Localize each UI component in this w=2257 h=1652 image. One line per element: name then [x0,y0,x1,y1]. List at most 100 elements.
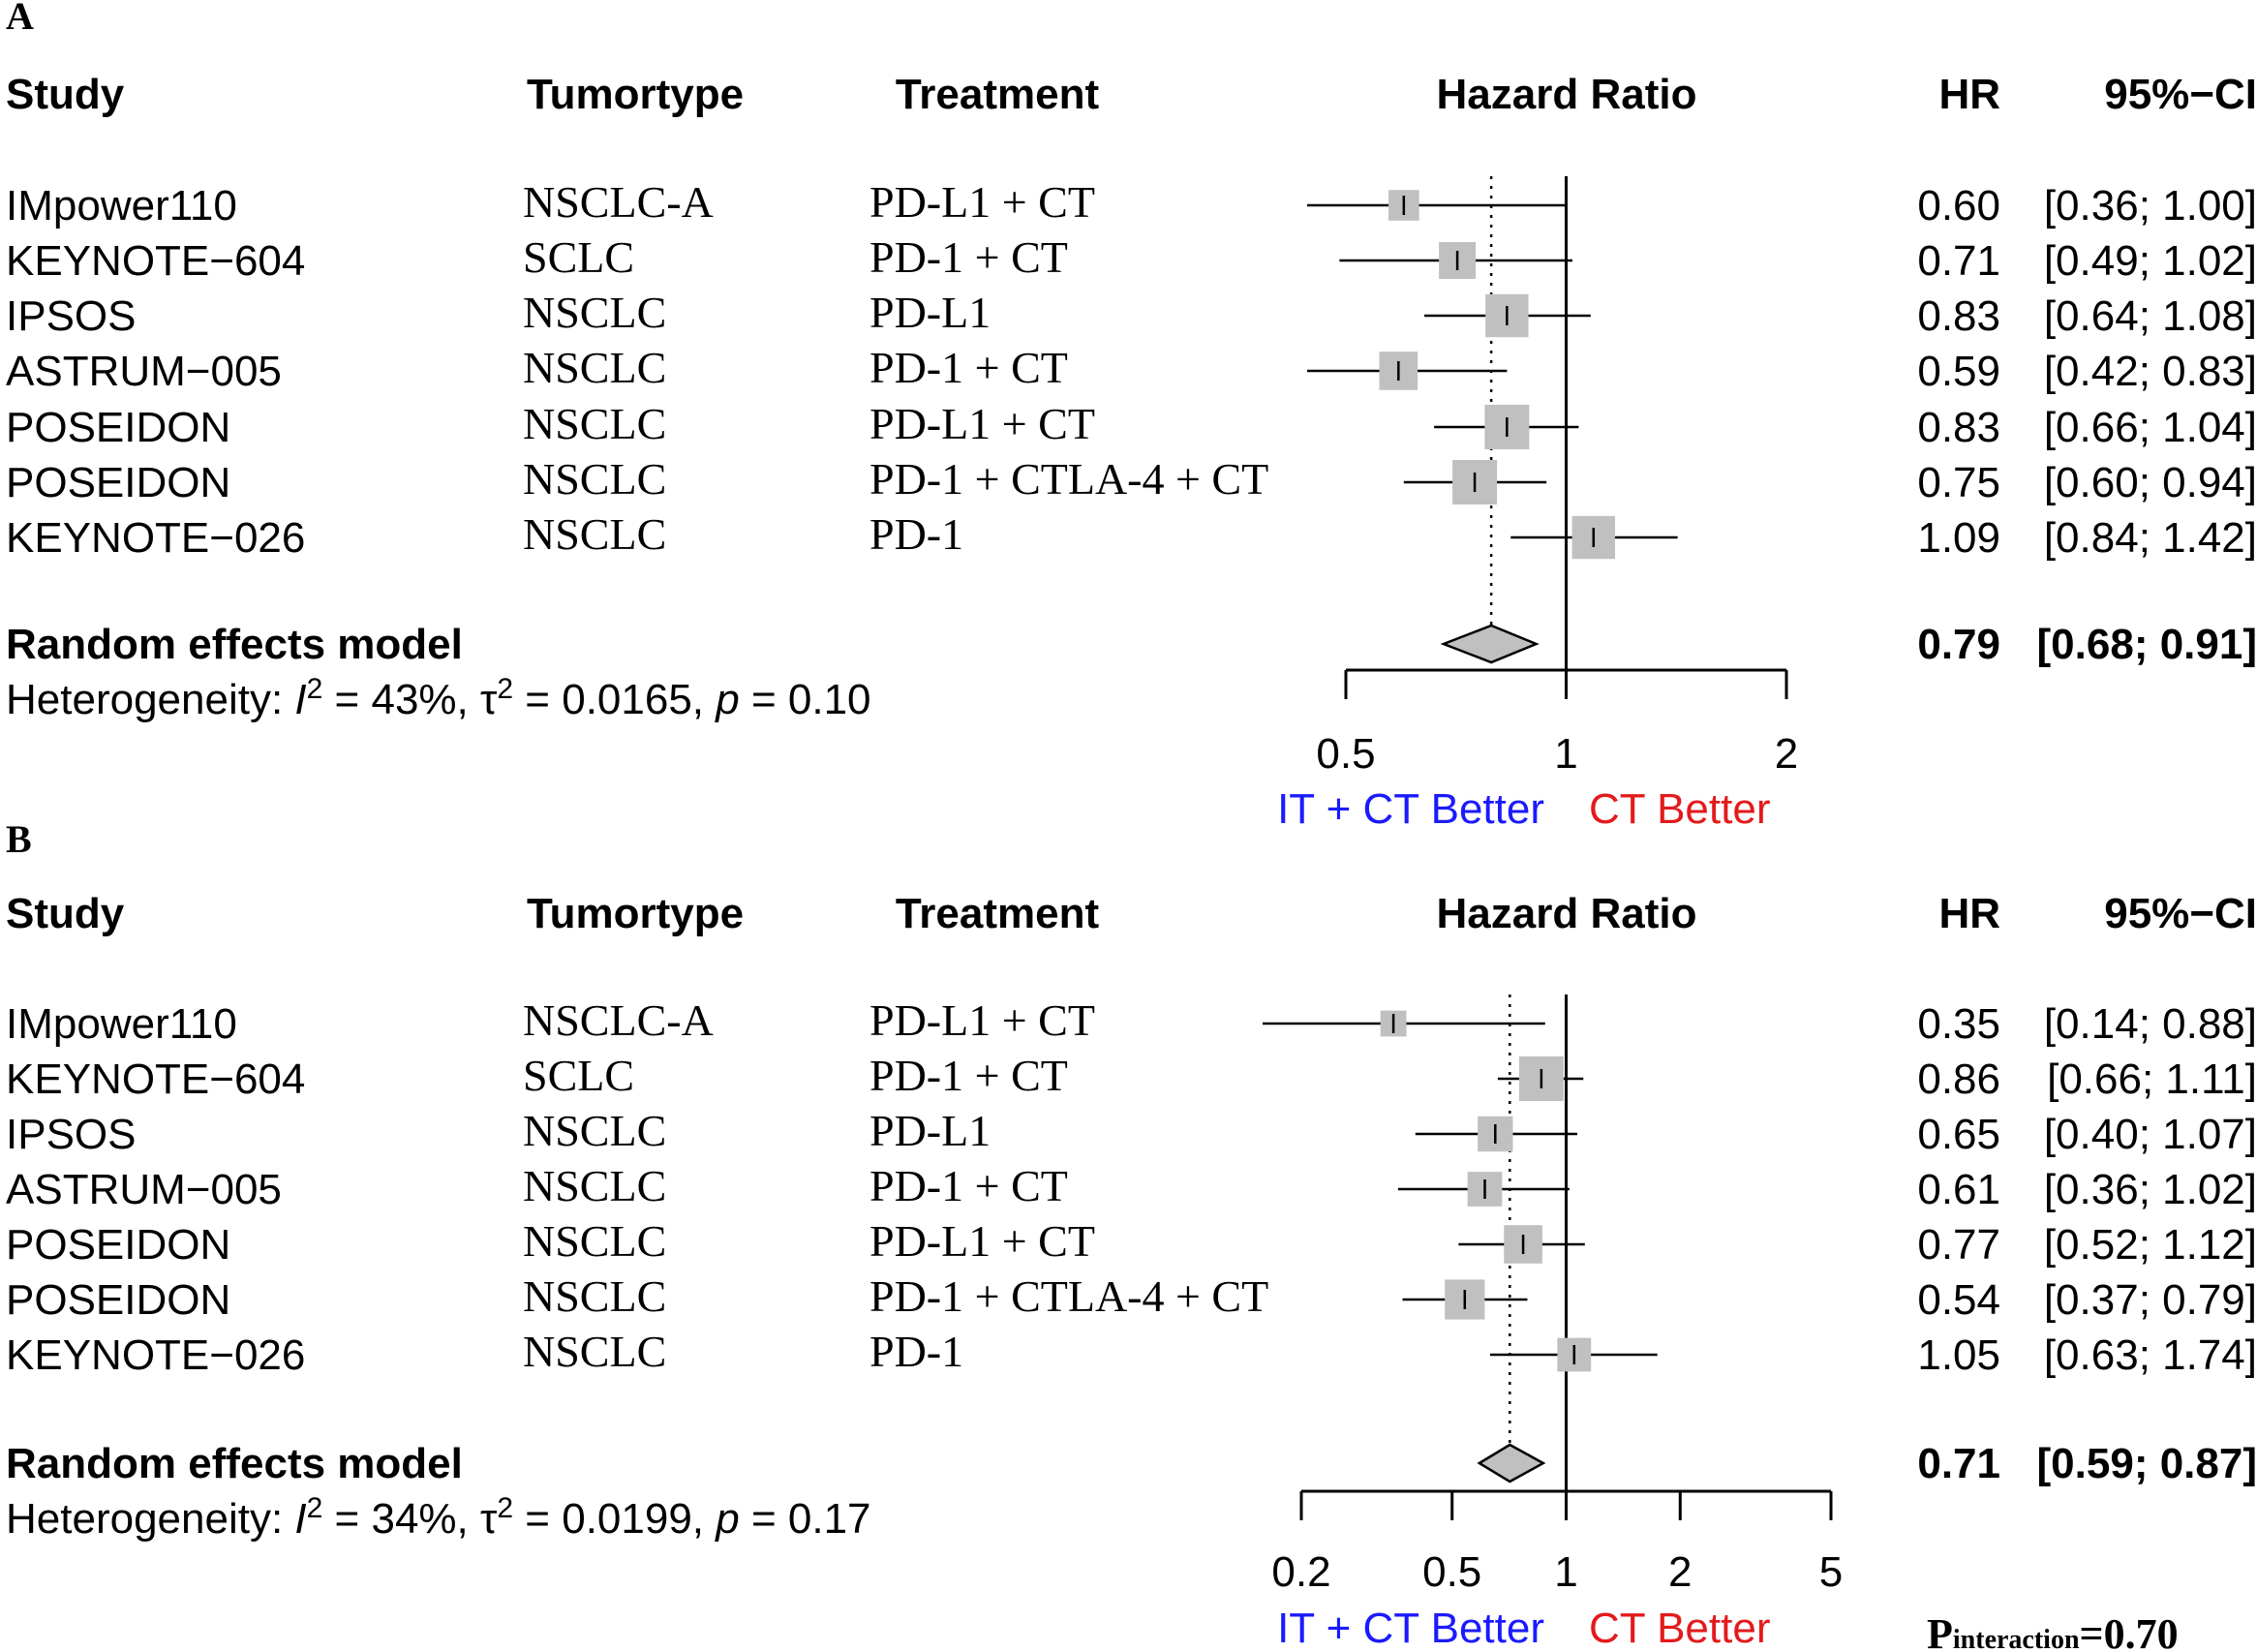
tumortype-cell: NSCLC-A [523,177,714,227]
column-header-hr: HR [1938,890,2000,937]
study-name: KEYNOTE−604 [6,1055,305,1103]
hr-value: 1.09 [1917,514,2000,562]
study-name: POSEIDON [6,404,230,451]
random-effects-label: Random effects model [6,621,463,668]
column-header-study: Study [6,71,125,118]
p-symbol: p [714,1495,739,1543]
treatment-cell: PD-L1 + CT [869,399,1095,448]
direction-label-it-ct-better: IT + CT Better [1277,1605,1544,1652]
study-name: IMpower110 [6,182,237,229]
x-tick-label: 5 [1819,1548,1843,1596]
i2-symbol: I [294,1495,306,1543]
tumortype-cell: NSCLC [523,288,666,337]
pooled-ci-value: [0.68; 0.91] [2037,621,2257,668]
ci-value: [0.42; 0.83] [2044,348,2257,395]
i2-symbol: I [294,676,306,723]
ci-value: [0.36; 1.00] [2044,182,2257,229]
heterogeneity-prefix: Heterogeneity: [6,676,294,723]
column-header-ci: 95%−CI [2104,890,2257,937]
column-header-tumortype: Tumortype [527,71,744,118]
tumortype-cell: NSCLC-A [523,995,714,1045]
ci-value: [0.14; 0.88] [2044,1000,2257,1048]
tumortype-cell: NSCLC [523,1106,666,1155]
tau-value: = 0.0165, [513,676,716,723]
pooled-hr-value: 0.71 [1917,1440,2000,1487]
column-header-study: Study [6,890,125,937]
column-header-tumortype: Tumortype [527,890,744,937]
study-name: KEYNOTE−604 [6,237,305,285]
ci-value: [0.40; 1.07] [2044,1111,2257,1158]
hr-value: 0.35 [1917,1000,2000,1048]
study-name: POSEIDON [6,459,230,506]
hr-value: 0.75 [1917,459,2000,506]
direction-label-ct-better: CT Better [1589,785,1770,833]
i2-value: = 43%, [322,676,480,723]
study-name: ASTRUM−005 [6,348,282,395]
direction-label-ct-better: CT Better [1589,1605,1770,1652]
tumortype-cell: NSCLC [523,1216,666,1266]
p-interaction-symbol: P [1927,1610,1953,1652]
ci-value: [0.52; 1.12] [2044,1221,2257,1269]
treatment-cell: PD-L1 + CT [869,177,1095,227]
hr-value: 0.54 [1917,1276,2000,1324]
ci-value: [0.64; 1.08] [2044,292,2257,340]
p-interaction-text: Pinteraction=0.70 [1927,1610,2179,1652]
hr-value: 0.86 [1917,1055,2000,1103]
column-header-hr: HR [1938,71,2000,118]
panel-label: B [6,817,32,861]
study-name: POSEIDON [6,1276,230,1324]
hr-value: 0.59 [1917,348,2000,395]
ci-value: [0.49; 1.02] [2044,237,2257,285]
hr-value: 0.61 [1917,1166,2000,1213]
x-tick-label: 0.5 [1316,730,1375,778]
treatment-cell: PD-1 + CTLA-4 + CT [869,454,1268,504]
column-header-treatment: Treatment [896,890,1100,937]
treatment-cell: PD-1 + CT [869,343,1068,392]
x-tick-label: 2 [1668,1548,1692,1596]
column-header-hazard-ratio: Hazard Ratio [1437,71,1697,118]
pooled-diamond [1477,1443,1546,1484]
ci-value: [0.37; 0.79] [2044,1276,2257,1324]
treatment-cell: PD-1 + CT [869,232,1068,282]
study-name: POSEIDON [6,1221,230,1269]
study-name: KEYNOTE−026 [6,514,305,562]
pooled-ci-value: [0.59; 0.87] [2037,1440,2257,1487]
x-tick-label: 0.5 [1422,1548,1481,1596]
treatment-cell: PD-1 [869,509,963,559]
treatment-cell: PD-1 + CT [869,1161,1068,1210]
treatment-cell: PD-1 [869,1327,963,1376]
direction-label-it-ct-better: IT + CT Better [1277,785,1544,833]
random-effects-label: Random effects model [6,1440,463,1487]
hr-value: 0.83 [1917,292,2000,340]
panel-label: A [6,0,34,38]
i2-value: = 34%, [322,1495,480,1543]
study-name: IMpower110 [6,1000,237,1048]
study-name: KEYNOTE−026 [6,1331,305,1379]
pooled-hr-value: 0.79 [1917,621,2000,668]
p-value: = 0.17 [740,1495,871,1543]
forest-panel-b: B Study Tumortype Treatment Hazard Ratio HR 95… [6,817,2257,1652]
i2-superscript: 2 [307,673,323,705]
i2-superscript: 2 [307,1492,323,1524]
heterogeneity-text: Heterogeneity: I2 = 43%, τ2 = 0.0165, p … [6,673,871,723]
heterogeneity-prefix: Heterogeneity: [6,1495,294,1543]
tau-symbol: τ [480,676,498,723]
forest-panel-a: A Study Tumortype Treatment Hazard Ratio HR 95… [6,0,2257,833]
p-interaction-subscript: interaction [1953,1625,2080,1652]
column-header-treatment: Treatment [896,71,1100,118]
ci-value: [0.66; 1.04] [2044,404,2257,451]
tumortype-cell: NSCLC [523,343,666,392]
hr-value: 0.83 [1917,404,2000,451]
x-tick-label: 1 [1554,1548,1577,1596]
ci-value: [0.60; 0.94] [2044,459,2257,506]
treatment-cell: PD-1 + CT [869,1051,1068,1100]
study-name: ASTRUM−005 [6,1166,282,1213]
tau-value: = 0.0199, [513,1495,716,1543]
tumortype-cell: NSCLC [523,399,666,448]
tumortype-cell: NSCLC [523,1271,666,1321]
tumortype-cell: SCLC [523,1051,634,1100]
tau-superscript: 2 [497,673,513,705]
tumortype-cell: NSCLC [523,1327,666,1376]
column-header-hazard-ratio: Hazard Ratio [1437,890,1697,937]
column-header-ci: 95%−CI [2104,71,2257,118]
